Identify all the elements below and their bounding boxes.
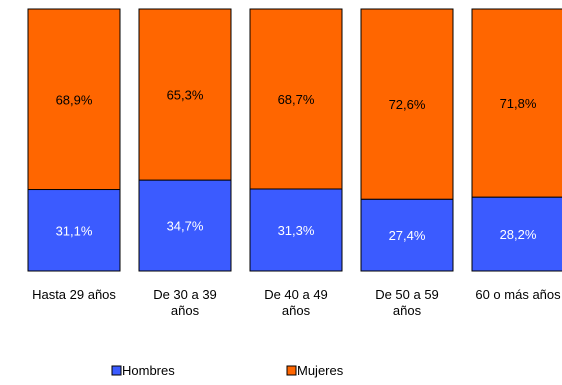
legend: Hombres Mujeres <box>111 363 344 378</box>
category-label-line-1-1: años <box>171 303 200 318</box>
data-label-mujeres-4: 71,8% <box>500 96 537 111</box>
category-label-2: De 40 a 49 años <box>264 287 328 318</box>
bar-mujeres-3 <box>360 8 454 200</box>
data-label-mujeres-3: 72,6% <box>389 97 426 112</box>
bar-mujeres-1 <box>138 8 232 181</box>
bar-mujeres-2 <box>249 8 343 190</box>
data-label-mujeres-0: 68,9% <box>56 92 93 107</box>
bar-mujeres-0 <box>27 8 121 191</box>
category-label-line-3-0: De 50 a 59 <box>375 287 439 302</box>
legend-label-mujeres: Mujeres <box>297 363 344 378</box>
data-label-hombres-4: 28,2% <box>500 227 537 242</box>
bar-hombres-4 <box>471 196 562 272</box>
data-label-mujeres-1: 65,3% <box>167 88 204 103</box>
category-label-line-1-0: De 30 a 39 <box>153 287 217 302</box>
category-label-line-2-0: De 40 a 49 <box>264 287 328 302</box>
category-label-4: 60 o más años <box>475 287 561 302</box>
legend-label-hombres: Hombres <box>122 363 175 378</box>
bar-hombres-0 <box>27 189 121 272</box>
bar-mujeres-4 <box>471 8 562 198</box>
bar-hombres-2 <box>249 188 343 272</box>
bar-hombres-3 <box>360 198 454 272</box>
legend-swatch-mujeres <box>286 365 297 376</box>
bars-group: 31,1% 68,9% 34,7% 65,3% 31,3% 68,7% 27,4% 72,6%… <box>27 8 562 272</box>
data-label-mujeres-2: 68,7% <box>278 92 315 107</box>
category-label-line-3-1: años <box>393 303 422 318</box>
data-label-hombres-1: 34,7% <box>167 219 204 234</box>
data-label-hombres-2: 31,3% <box>278 223 315 238</box>
category-label-3: De 50 a 59 años <box>375 287 439 318</box>
category-label-line-2-1: años <box>282 303 311 318</box>
category-label-1: De 30 a 39 años <box>153 287 217 318</box>
data-label-hombres-0: 31,1% <box>56 223 93 238</box>
category-label-0: Hasta 29 años <box>32 287 116 302</box>
legend-swatch-hombres <box>111 365 122 376</box>
data-label-hombres-3: 27,4% <box>389 228 426 243</box>
category-label-line-4-0: 60 o más años <box>475 287 561 302</box>
category-label-line-0-0: Hasta 29 años <box>32 287 116 302</box>
